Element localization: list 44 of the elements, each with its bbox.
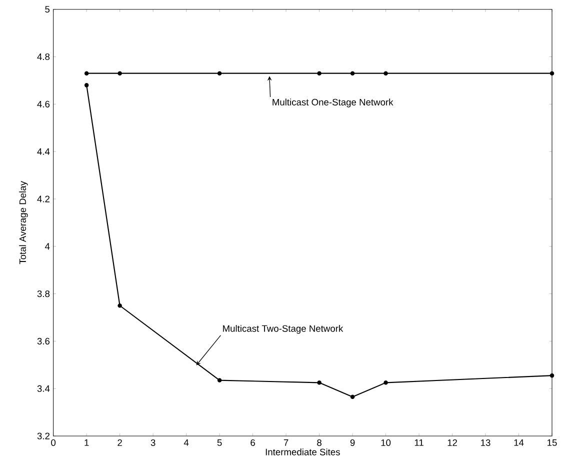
y-tick-label: 3.8	[37, 290, 50, 298]
y-tick-label: 4.6	[37, 100, 50, 108]
y-tick-label: 3.6	[37, 338, 50, 344]
point	[217, 71, 222, 76]
y-tick-label: 3.2	[37, 432, 50, 440]
y-tick-label: 4.4	[37, 148, 50, 155]
point	[350, 394, 355, 400]
x-tick-label: 10	[381, 439, 391, 446]
x-tick-label: 12	[448, 439, 457, 446]
point	[84, 71, 89, 76]
point	[384, 380, 388, 385]
x-tick-label: 0	[51, 439, 56, 446]
point	[118, 303, 122, 308]
point	[350, 71, 355, 76]
y-tick-label: 3.4	[37, 385, 50, 392]
x-tick-label: 7	[284, 439, 288, 446]
point	[384, 71, 388, 76]
x-tick-label: 5	[217, 439, 222, 446]
point	[550, 373, 554, 378]
x-tick-label: 9	[350, 439, 355, 446]
point	[217, 378, 222, 382]
y-tick-label: 5	[45, 6, 50, 13]
y-tick-label: 4	[44, 243, 50, 250]
y-axis-title: Total Average Delay	[19, 181, 28, 264]
x-tick-label: 13	[481, 439, 490, 446]
x-tick-label: 8	[317, 439, 322, 446]
x-tick-label: 3	[150, 439, 156, 446]
point	[84, 83, 89, 88]
annotation: Multicast Two-Stage Network	[223, 324, 344, 334]
point	[317, 71, 322, 76]
x-tick-label: 2	[118, 439, 122, 446]
x-tick-label: 1	[84, 439, 89, 446]
x-axis-title: Intermediate Sites	[266, 448, 340, 456]
point	[550, 71, 554, 76]
x-tick-label: 15	[548, 439, 557, 446]
annotation: Multicast One-Stage Network	[272, 98, 394, 108]
y-tick-label: 4.8	[37, 53, 50, 60]
x-tick-label: 6	[250, 439, 255, 446]
point	[317, 380, 322, 385]
x-tick-label: 14	[514, 439, 524, 446]
point	[118, 71, 122, 76]
x-tick-label: 4	[184, 439, 189, 446]
x-tick-label: 11	[414, 439, 424, 446]
y-tick-label: 4.2	[37, 196, 50, 202]
